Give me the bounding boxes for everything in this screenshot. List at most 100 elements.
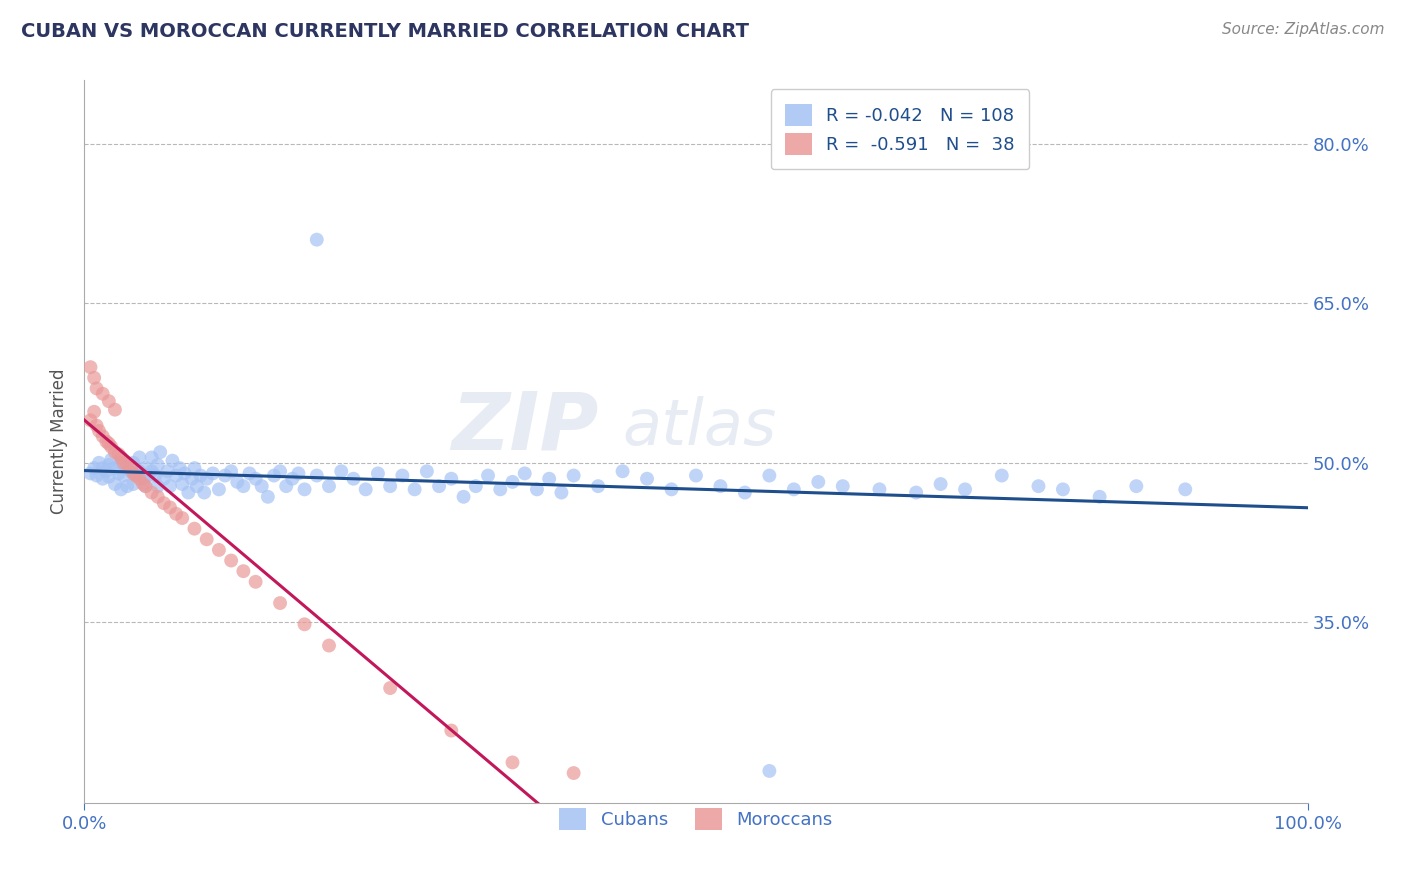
Point xyxy=(380,681,402,695)
Point xyxy=(162,453,184,467)
Point xyxy=(86,468,108,483)
Text: CUBAN VS MOROCCAN CURRENTLY MARRIED CORRELATION CHART: CUBAN VS MOROCCAN CURRENTLY MARRIED CORR… xyxy=(21,22,749,41)
Point xyxy=(86,418,108,433)
Point xyxy=(135,461,157,475)
Point xyxy=(104,477,127,491)
Point xyxy=(208,483,231,497)
Point xyxy=(232,564,254,578)
Point xyxy=(612,464,634,478)
Point xyxy=(783,483,806,497)
Point xyxy=(550,485,572,500)
Point xyxy=(1125,479,1147,493)
Point xyxy=(86,381,108,395)
Point xyxy=(91,461,114,475)
Point xyxy=(453,490,475,504)
Point xyxy=(250,479,273,493)
Point xyxy=(238,467,260,481)
Point xyxy=(226,475,249,489)
Point xyxy=(104,461,127,475)
Point xyxy=(107,447,129,461)
Point xyxy=(318,639,340,653)
Point xyxy=(143,468,166,483)
Point xyxy=(149,445,172,459)
Point xyxy=(245,472,267,486)
Point xyxy=(513,467,536,481)
Point xyxy=(367,467,389,481)
Point xyxy=(953,483,976,497)
Point xyxy=(269,596,291,610)
Point xyxy=(104,445,127,459)
Point xyxy=(195,533,218,547)
Point xyxy=(87,456,110,470)
Point xyxy=(214,468,236,483)
Point xyxy=(122,456,145,470)
Point xyxy=(416,464,439,478)
Point xyxy=(97,436,120,450)
Point xyxy=(110,456,132,470)
Point xyxy=(115,479,138,493)
Point xyxy=(294,617,316,632)
Point xyxy=(100,452,122,467)
Point xyxy=(186,479,208,493)
Point xyxy=(526,483,548,497)
Point xyxy=(83,405,105,419)
Point xyxy=(245,574,267,589)
Point xyxy=(201,467,224,481)
Point xyxy=(169,461,191,475)
Point xyxy=(83,461,105,475)
Point xyxy=(128,472,150,486)
Point xyxy=(263,468,285,483)
Point xyxy=(294,483,316,497)
Point xyxy=(281,472,304,486)
Point xyxy=(122,467,145,481)
Point xyxy=(79,467,101,481)
Point xyxy=(181,472,204,486)
Point xyxy=(232,479,254,493)
Text: ZIP: ZIP xyxy=(451,388,598,467)
Point xyxy=(305,468,328,483)
Point xyxy=(661,483,683,497)
Point xyxy=(1174,483,1197,497)
Point xyxy=(91,386,114,401)
Point xyxy=(183,461,205,475)
Point xyxy=(427,479,450,493)
Point xyxy=(287,467,309,481)
Point xyxy=(1028,479,1050,493)
Point xyxy=(929,477,952,491)
Point xyxy=(165,507,187,521)
Point xyxy=(305,233,328,247)
Point xyxy=(112,468,135,483)
Point xyxy=(91,472,114,486)
Point xyxy=(183,522,205,536)
Point xyxy=(132,477,155,491)
Point xyxy=(636,472,658,486)
Point xyxy=(391,468,413,483)
Point xyxy=(141,450,163,465)
Point xyxy=(115,461,138,475)
Point xyxy=(905,485,928,500)
Point xyxy=(685,468,707,483)
Point xyxy=(104,402,127,417)
Point xyxy=(831,479,853,493)
Point xyxy=(146,479,169,493)
Point xyxy=(177,485,200,500)
Point xyxy=(110,450,132,465)
Point xyxy=(269,464,291,478)
Point xyxy=(172,511,194,525)
Point xyxy=(100,440,122,454)
Text: Source: ZipAtlas.com: Source: ZipAtlas.com xyxy=(1222,22,1385,37)
Point xyxy=(135,479,157,493)
Point xyxy=(758,764,780,778)
Y-axis label: Currently Married: Currently Married xyxy=(51,368,69,515)
Point xyxy=(219,553,242,567)
Point xyxy=(96,434,118,449)
Point xyxy=(159,479,181,493)
Point xyxy=(991,468,1014,483)
Point xyxy=(502,475,524,489)
Point xyxy=(128,464,150,478)
Point xyxy=(173,467,195,481)
Point xyxy=(97,469,120,483)
Point xyxy=(79,360,101,375)
Point xyxy=(125,468,148,483)
Point xyxy=(562,468,585,483)
